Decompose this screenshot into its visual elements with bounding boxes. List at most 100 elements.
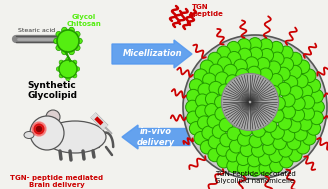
Circle shape [234, 59, 247, 73]
Circle shape [310, 111, 323, 125]
Circle shape [258, 152, 272, 166]
Circle shape [205, 92, 219, 106]
Circle shape [205, 104, 218, 117]
Circle shape [215, 107, 229, 121]
Circle shape [197, 116, 211, 129]
Circle shape [186, 100, 199, 114]
Circle shape [287, 119, 301, 133]
Circle shape [301, 106, 315, 120]
Text: TGN-Peptide decorated
Glycolipid nanomicelle: TGN-Peptide decorated Glycolipid nanomic… [215, 171, 296, 184]
Circle shape [279, 154, 293, 168]
Circle shape [249, 47, 262, 61]
Circle shape [236, 152, 250, 166]
Circle shape [302, 69, 316, 83]
Circle shape [227, 51, 241, 65]
Circle shape [270, 159, 283, 173]
Circle shape [208, 52, 222, 66]
Circle shape [288, 52, 302, 66]
Circle shape [194, 69, 208, 83]
Circle shape [279, 46, 293, 60]
Circle shape [208, 135, 222, 149]
Text: TGN- peptide mediated
Brain delivery: TGN- peptide mediated Brain delivery [10, 175, 104, 188]
Circle shape [263, 119, 277, 132]
Circle shape [311, 100, 324, 114]
Circle shape [267, 61, 281, 74]
Circle shape [30, 116, 64, 150]
Circle shape [200, 140, 214, 154]
Circle shape [69, 49, 74, 55]
Circle shape [69, 27, 74, 33]
Circle shape [195, 105, 209, 119]
Circle shape [282, 105, 296, 119]
Circle shape [284, 76, 298, 89]
Circle shape [307, 122, 320, 135]
Circle shape [54, 38, 59, 44]
Circle shape [269, 74, 283, 87]
Circle shape [202, 126, 215, 140]
Circle shape [59, 74, 64, 78]
Circle shape [296, 60, 310, 74]
FancyArrow shape [122, 125, 190, 149]
Circle shape [259, 39, 273, 52]
Circle shape [183, 35, 327, 179]
Circle shape [287, 136, 301, 150]
Circle shape [289, 86, 303, 99]
Circle shape [207, 115, 221, 128]
Circle shape [247, 66, 261, 80]
Circle shape [294, 127, 307, 141]
Text: Synthetic
Glycolipid: Synthetic Glycolipid [27, 81, 77, 100]
Text: Stearic acid: Stearic acid [18, 28, 55, 33]
Circle shape [212, 125, 226, 138]
Circle shape [307, 79, 320, 92]
Circle shape [59, 60, 64, 64]
Circle shape [238, 48, 252, 62]
Circle shape [77, 38, 82, 44]
Circle shape [198, 83, 212, 97]
Circle shape [229, 139, 243, 153]
Circle shape [226, 75, 239, 88]
Circle shape [72, 60, 77, 64]
Circle shape [277, 67, 290, 81]
Circle shape [72, 74, 77, 78]
Circle shape [218, 84, 232, 98]
Circle shape [227, 41, 240, 55]
Circle shape [271, 52, 284, 66]
Circle shape [310, 89, 323, 103]
Circle shape [279, 144, 292, 157]
Circle shape [237, 39, 251, 52]
Circle shape [288, 148, 302, 162]
Circle shape [237, 132, 251, 146]
Circle shape [269, 149, 283, 163]
Circle shape [256, 57, 270, 71]
Circle shape [194, 132, 208, 145]
Circle shape [263, 141, 276, 155]
Text: in-vivo
delivery: in-vivo delivery [137, 127, 175, 147]
Circle shape [216, 143, 230, 156]
Circle shape [273, 136, 286, 150]
Circle shape [74, 31, 80, 37]
FancyArrow shape [112, 40, 192, 68]
Circle shape [296, 140, 310, 154]
Circle shape [291, 108, 305, 122]
Circle shape [34, 124, 44, 134]
Circle shape [301, 95, 315, 109]
Circle shape [299, 84, 313, 98]
Circle shape [195, 94, 209, 108]
Circle shape [56, 31, 61, 37]
Circle shape [245, 57, 258, 70]
Circle shape [57, 30, 79, 52]
Circle shape [224, 64, 237, 78]
Circle shape [270, 109, 284, 122]
Circle shape [36, 126, 42, 132]
Circle shape [247, 153, 261, 167]
Circle shape [292, 97, 305, 111]
Circle shape [267, 85, 280, 99]
Circle shape [271, 126, 284, 139]
Circle shape [220, 133, 234, 147]
Circle shape [187, 111, 200, 125]
Circle shape [248, 163, 262, 176]
Circle shape [62, 27, 67, 33]
Circle shape [46, 110, 60, 124]
Circle shape [278, 116, 292, 130]
Circle shape [261, 132, 274, 145]
